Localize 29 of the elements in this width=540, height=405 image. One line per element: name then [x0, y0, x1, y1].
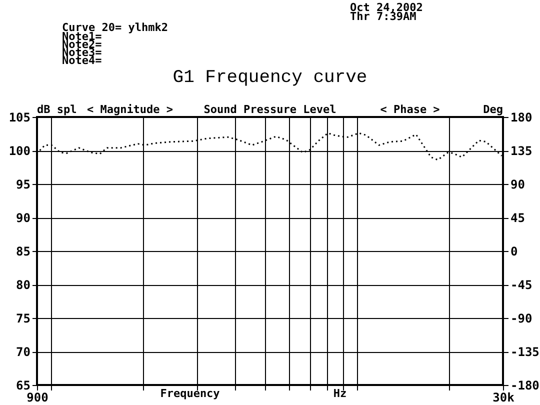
- y-tick-label: 85: [16, 244, 30, 258]
- text: < Phase >: [380, 103, 440, 116]
- x-tick-label: 900: [26, 390, 48, 404]
- y2-tick-label: -90: [510, 312, 532, 326]
- y2-tick-label: 90: [510, 178, 525, 192]
- y-tick-label: 90: [16, 211, 30, 225]
- y-tick-label: 95: [16, 178, 30, 192]
- y-tick-label: 80: [16, 278, 30, 292]
- x-axis-title: Frequency: [160, 387, 220, 400]
- y2-tick-label: 45: [510, 211, 525, 225]
- y2-tick-label: 0: [510, 244, 518, 258]
- y-tick-label: 100: [8, 144, 30, 158]
- y2-tick-label: 135: [510, 144, 532, 158]
- y-tick-label: 70: [16, 345, 30, 359]
- y-axis-title: dB spl: [37, 103, 77, 116]
- y-tick-label: 105: [8, 110, 30, 124]
- x-tick-label: 30k: [492, 390, 516, 404]
- chart-title: G1 Frequency curve: [172, 68, 368, 88]
- y-tick-label: 65: [16, 378, 30, 392]
- text: Sound Pressure Level: [204, 103, 336, 116]
- y2-axis-title: Deg: [483, 103, 503, 116]
- text: Hz: [333, 387, 347, 400]
- y2-tick-label: -180: [510, 378, 540, 392]
- text: < Magnitude >: [86, 103, 174, 116]
- y2-tick-label: 180: [510, 110, 532, 124]
- y2-tick-label: -45: [510, 278, 532, 292]
- y-tick-label: 75: [16, 312, 30, 326]
- y2-tick-label: -135: [510, 345, 540, 359]
- text: Thr 7:39AM: [350, 10, 417, 23]
